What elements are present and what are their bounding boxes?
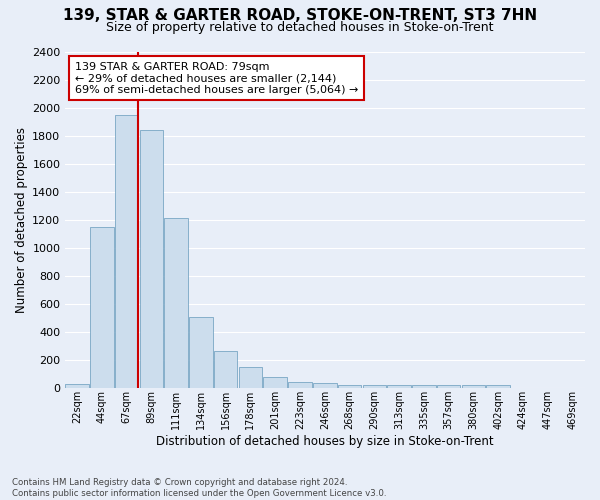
Y-axis label: Number of detached properties: Number of detached properties bbox=[15, 127, 28, 313]
Bar bbox=[65, 384, 89, 388]
Bar bbox=[239, 367, 262, 388]
Bar bbox=[487, 384, 510, 388]
Bar bbox=[214, 351, 238, 388]
Bar bbox=[338, 384, 361, 388]
X-axis label: Distribution of detached houses by size in Stoke-on-Trent: Distribution of detached houses by size … bbox=[156, 434, 494, 448]
Bar bbox=[90, 227, 113, 388]
Bar bbox=[140, 130, 163, 388]
Bar bbox=[412, 386, 436, 388]
Bar bbox=[115, 114, 139, 388]
Bar bbox=[263, 377, 287, 388]
Bar bbox=[437, 386, 460, 388]
Text: Size of property relative to detached houses in Stoke-on-Trent: Size of property relative to detached ho… bbox=[106, 21, 494, 34]
Bar bbox=[189, 316, 212, 388]
Bar bbox=[362, 386, 386, 388]
Bar bbox=[288, 382, 312, 388]
Text: 139, STAR & GARTER ROAD, STOKE-ON-TRENT, ST3 7HN: 139, STAR & GARTER ROAD, STOKE-ON-TRENT,… bbox=[63, 8, 537, 22]
Text: 139 STAR & GARTER ROAD: 79sqm
← 29% of detached houses are smaller (2,144)
69% o: 139 STAR & GARTER ROAD: 79sqm ← 29% of d… bbox=[75, 62, 358, 95]
Bar bbox=[164, 218, 188, 388]
Text: Contains HM Land Registry data © Crown copyright and database right 2024.
Contai: Contains HM Land Registry data © Crown c… bbox=[12, 478, 386, 498]
Bar bbox=[313, 382, 337, 388]
Bar bbox=[462, 386, 485, 388]
Bar bbox=[388, 386, 411, 388]
